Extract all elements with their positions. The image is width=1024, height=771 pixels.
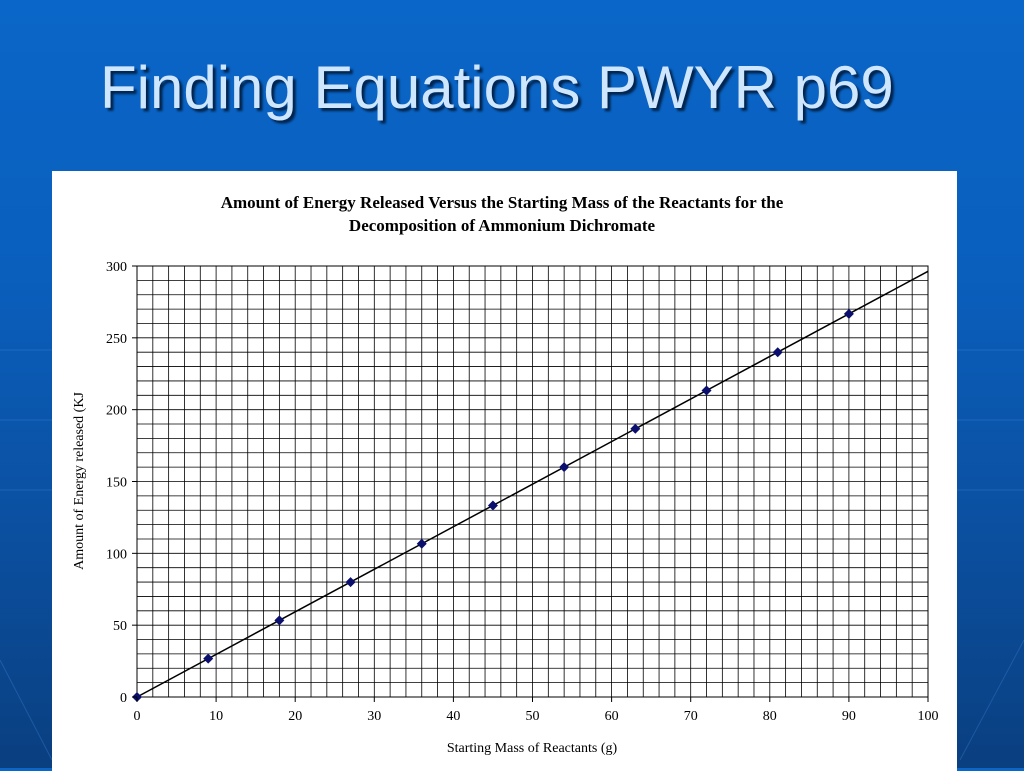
trendline-path [136,270,929,698]
data-point-marker [701,385,712,396]
plot-grid [136,265,929,698]
data-point-marker [203,653,214,664]
x-axis-label: Starting Mass of Reactants (g) [447,741,618,756]
chart-title-line1: Amount of Energy Released Versus the Sta… [221,193,784,212]
slide-title: Finding Equations PWYR p69 [100,54,894,121]
x-axis-ticks: 0 10 20 30 40 50 60 70 80 90 100 [134,697,939,724]
x-tick-label: 90 [842,709,856,724]
x-tick-label: 50 [526,709,540,724]
x-tick-label: 60 [605,709,619,724]
y-axis-ticks: 0 50 100 150 200 250 300 [106,260,137,706]
x-tick-label: 100 [918,709,939,724]
x-tick-label: 10 [209,709,223,724]
data-point-marker [559,462,570,473]
y-tick-label: 0 [120,691,127,706]
data-points [132,308,854,702]
data-point-marker [345,577,356,588]
trendline [136,270,929,698]
data-point-marker [274,615,285,626]
data-point-marker [487,500,498,511]
x-tick-label: 80 [763,709,777,724]
y-tick-label: 150 [106,476,127,491]
data-point-marker [416,538,427,549]
x-tick-label: 70 [684,709,698,724]
chart-panel: Amount of Energy Released Versus the Sta… [52,171,957,771]
energy-vs-mass-chart: Amount of Energy Released Versus the Sta… [72,193,939,756]
data-point-marker [772,347,783,358]
x-tick-label: 30 [367,709,381,724]
chart-title-line2: Decomposition of Ammonium Dichromate [349,216,656,235]
y-tick-label: 50 [113,619,127,634]
x-tick-label: 0 [134,709,141,724]
y-tick-label: 250 [106,332,127,347]
y-tick-label: 100 [106,547,127,562]
y-tick-label: 200 [106,404,127,419]
x-tick-label: 20 [288,709,302,724]
y-axis-label: Amount of Energy released (KJ [72,392,87,570]
x-tick-label: 40 [446,709,460,724]
y-tick-label: 300 [106,260,127,275]
data-point-marker [630,423,641,434]
data-point-marker [843,308,854,319]
